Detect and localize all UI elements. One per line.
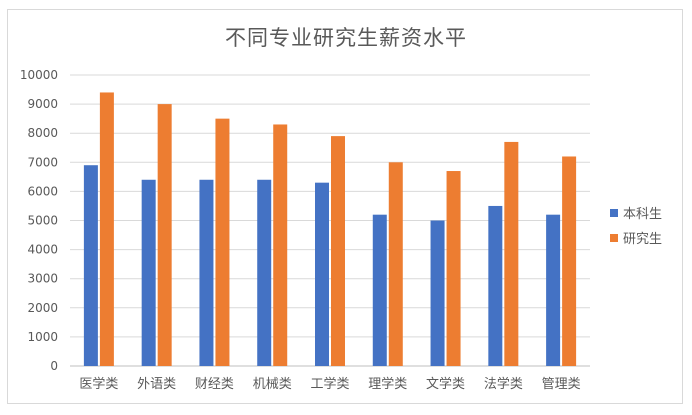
legend-swatch-1: [610, 234, 618, 242]
x-category-label: 机械类: [253, 377, 292, 392]
y-tick-label: 2000: [27, 301, 58, 315]
bar-graduate-1: [157, 104, 172, 366]
x-category-label: 管理类: [542, 377, 581, 392]
x-category-label: 理学类: [368, 376, 407, 392]
bar-undergrad-8: [546, 214, 561, 366]
y-axis-ticks: 0 1000 2000 3000 4000 5000 6000 7000 8000 9000 100…: [20, 68, 58, 373]
x-category-label: 外语类: [137, 377, 176, 392]
bar-undergrad-0: [83, 165, 98, 366]
legend-label-1: 研究生: [623, 232, 662, 247]
y-tick-label: 7000: [27, 155, 58, 169]
x-category-label: 财经类: [195, 377, 234, 392]
bar-undergrad-2: [199, 179, 214, 366]
y-tick-label: 0: [50, 359, 58, 373]
legend-swatch-0: [610, 209, 618, 217]
y-tick-label: 5000: [27, 214, 58, 228]
bars: [83, 92, 577, 367]
x-category-label: 文学类: [426, 376, 465, 392]
bar-graduate-7: [504, 141, 519, 366]
bar-graduate-3: [273, 124, 288, 366]
y-tick-label: 1000: [27, 330, 58, 344]
bar-undergrad-6: [430, 220, 445, 366]
bar-undergrad-7: [488, 205, 503, 366]
bar-graduate-0: [99, 92, 114, 367]
bar-undergrad-5: [372, 214, 387, 366]
y-tick-label: 4000: [27, 243, 58, 257]
y-tick-label: 10000: [20, 68, 58, 82]
y-tick-label: 3000: [27, 272, 58, 286]
bar-graduate-2: [215, 118, 230, 367]
bar-undergrad-3: [257, 179, 272, 366]
x-category-label: 医学类: [79, 376, 118, 392]
x-category-label: 工学类: [310, 376, 349, 392]
bar-graduate-5: [388, 162, 403, 366]
chart-title: 不同专业研究生薪资水平: [225, 26, 467, 50]
x-category-label: 法学类: [484, 376, 523, 392]
legend-label-0: 本科生: [623, 207, 662, 222]
bar-graduate-8: [562, 156, 577, 366]
x-axis-categories: 医学类 外语类 财经类 机械类 工学类 理学类 文学类 法学类 管理类: [79, 376, 580, 392]
bar-graduate-4: [331, 136, 345, 366]
bar-graduate-6: [446, 171, 461, 366]
y-tick-label: 6000: [27, 184, 58, 198]
gridlines: [70, 74, 590, 367]
bar-undergrad-1: [141, 179, 156, 366]
y-tick-label: 9000: [27, 97, 58, 111]
bar-undergrad-4: [315, 182, 329, 366]
y-tick-label: 8000: [27, 126, 58, 140]
